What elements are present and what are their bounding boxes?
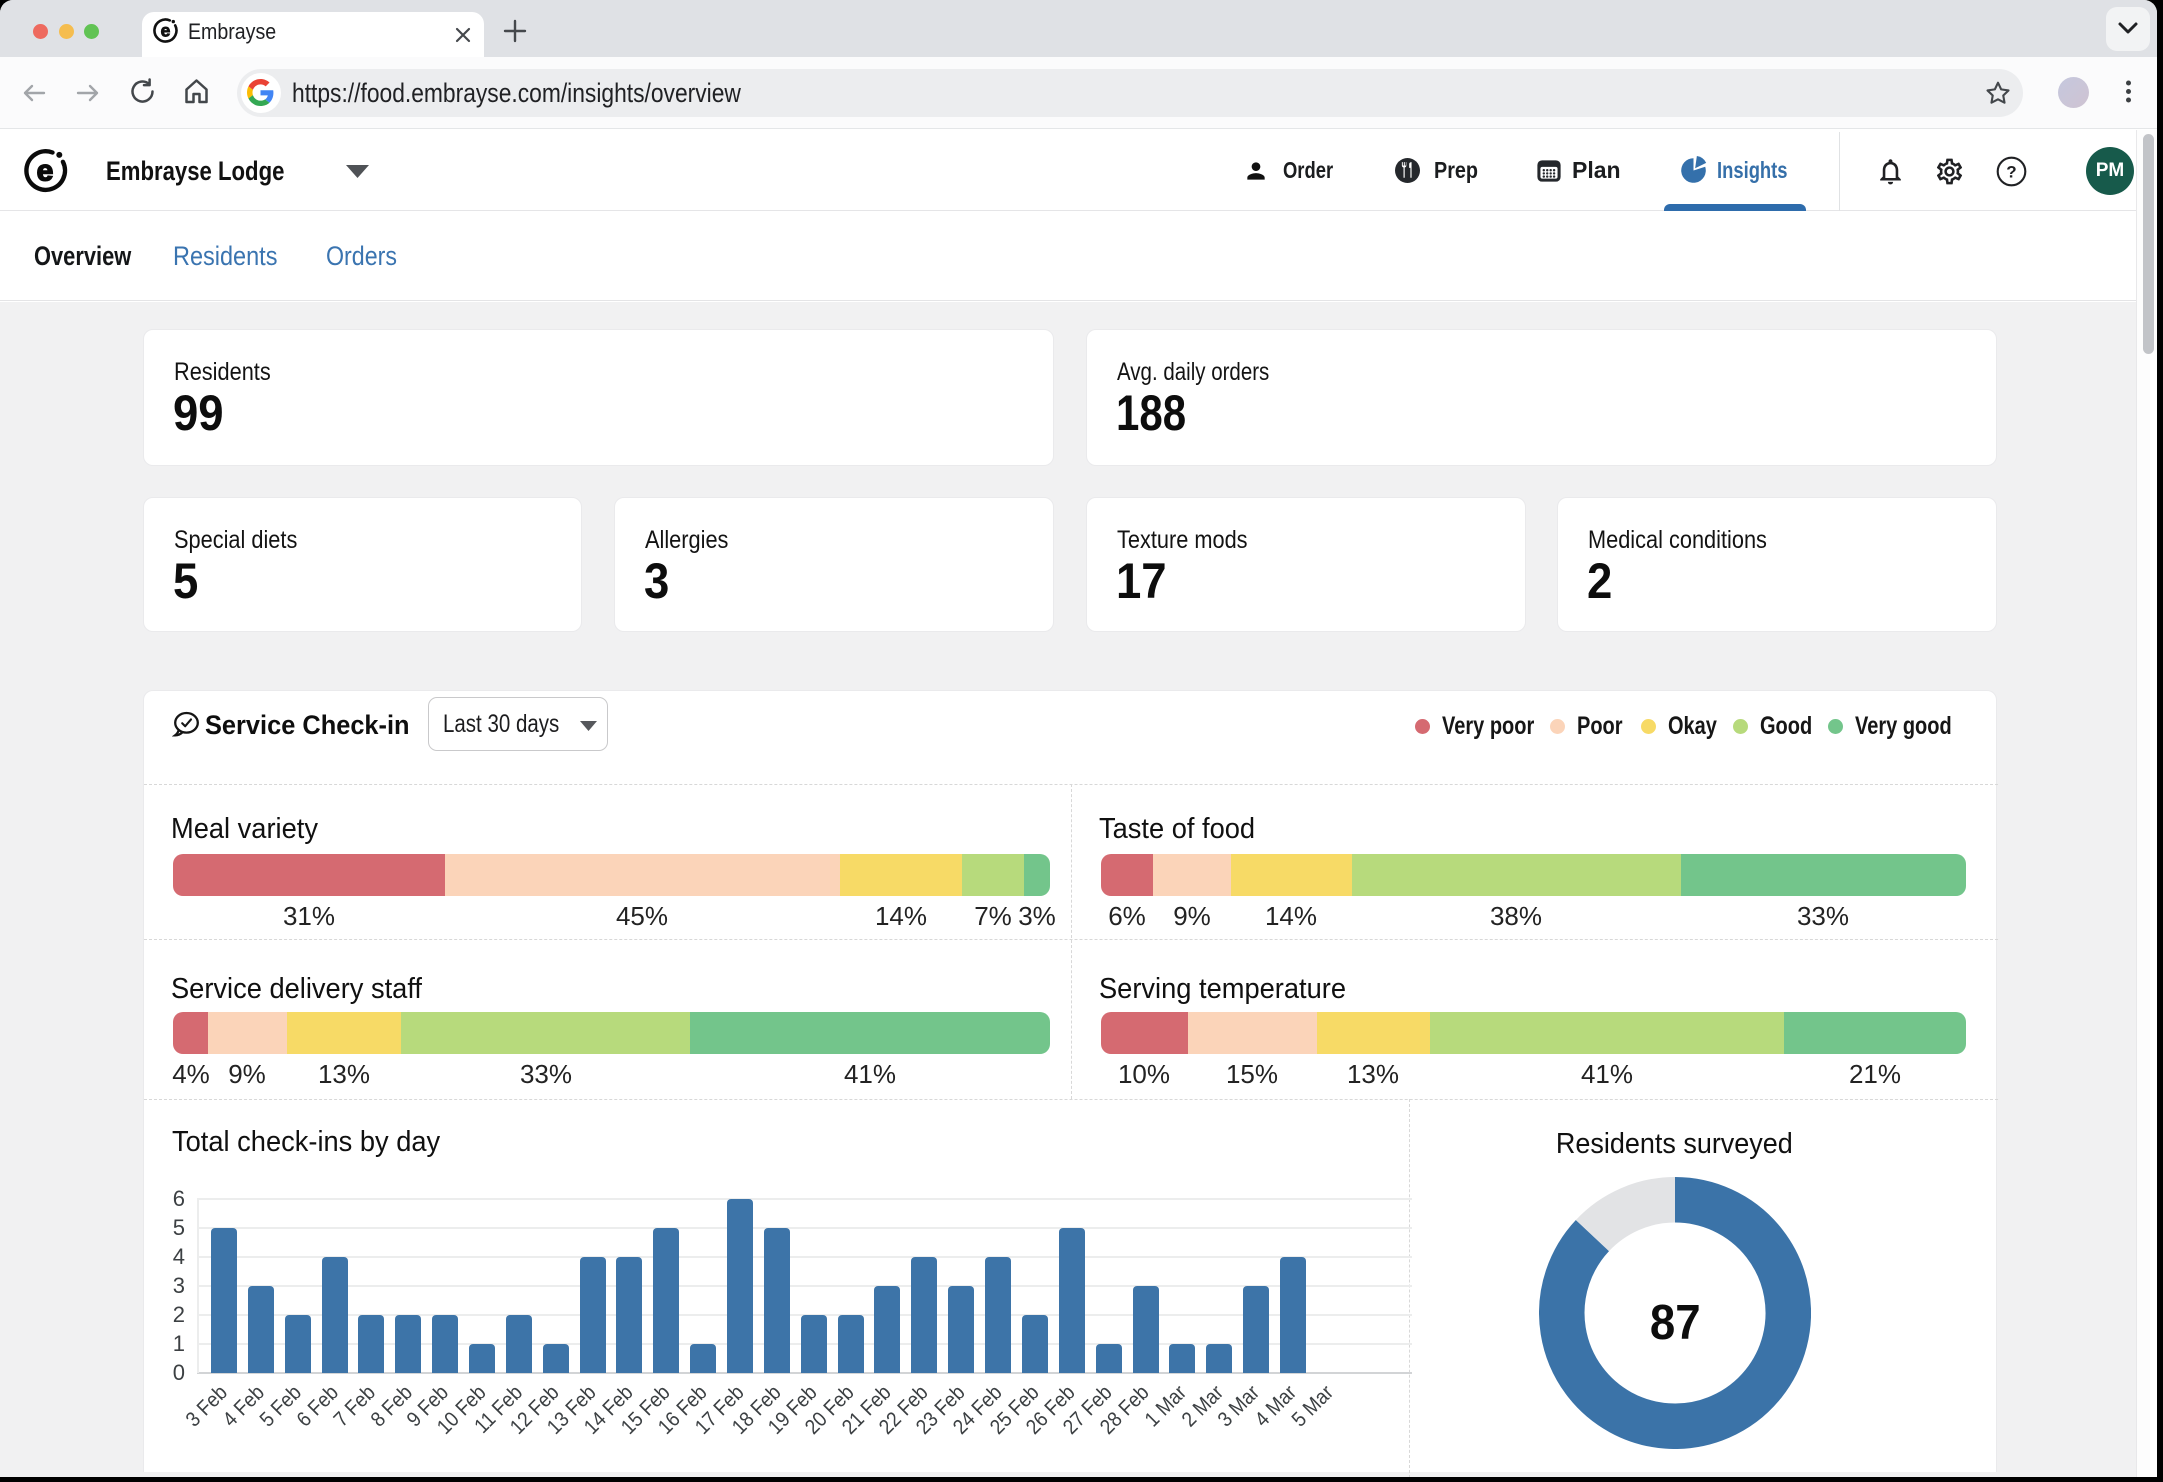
svg-text:e: e <box>161 21 171 41</box>
svg-text:e: e <box>37 155 54 188</box>
svg-text:?: ? <box>2006 163 2016 182</box>
